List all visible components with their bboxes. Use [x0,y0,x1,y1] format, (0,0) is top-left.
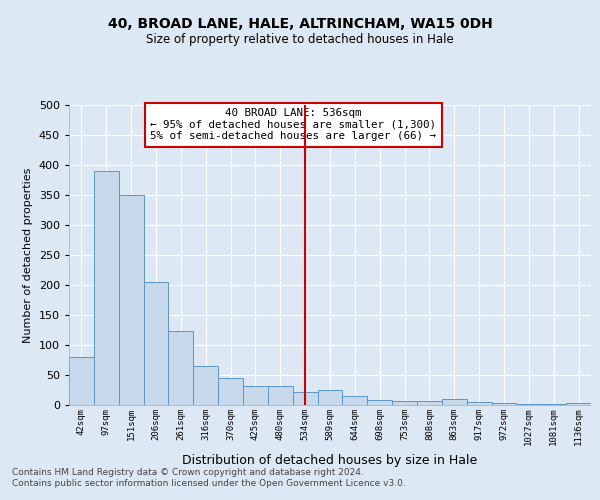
Bar [268,386,293,405]
Bar [541,404,566,405]
Bar [566,403,591,405]
Bar [367,400,392,405]
Bar [169,331,193,405]
Bar [392,401,417,405]
Bar [69,357,94,405]
Text: 40 BROAD LANE: 536sqm
← 95% of detached houses are smaller (1,300)
5% of semi-de: 40 BROAD LANE: 536sqm ← 95% of detached … [151,108,436,141]
Bar [442,399,467,405]
Bar [491,403,517,405]
Bar [317,390,343,405]
X-axis label: Distribution of detached houses by size in Hale: Distribution of detached houses by size … [182,454,478,466]
Bar [293,392,317,405]
Bar [467,402,491,405]
Y-axis label: Number of detached properties: Number of detached properties [23,168,33,342]
Bar [193,366,218,405]
Bar [343,396,367,405]
Bar [143,282,169,405]
Bar [517,404,541,405]
Bar [94,171,119,405]
Text: Size of property relative to detached houses in Hale: Size of property relative to detached ho… [146,32,454,46]
Text: 40, BROAD LANE, HALE, ALTRINCHAM, WA15 0DH: 40, BROAD LANE, HALE, ALTRINCHAM, WA15 0… [107,18,493,32]
Text: Contains HM Land Registry data © Crown copyright and database right 2024.
Contai: Contains HM Land Registry data © Crown c… [12,468,406,487]
Bar [119,195,143,405]
Bar [243,386,268,405]
Bar [417,402,442,405]
Bar [218,378,243,405]
